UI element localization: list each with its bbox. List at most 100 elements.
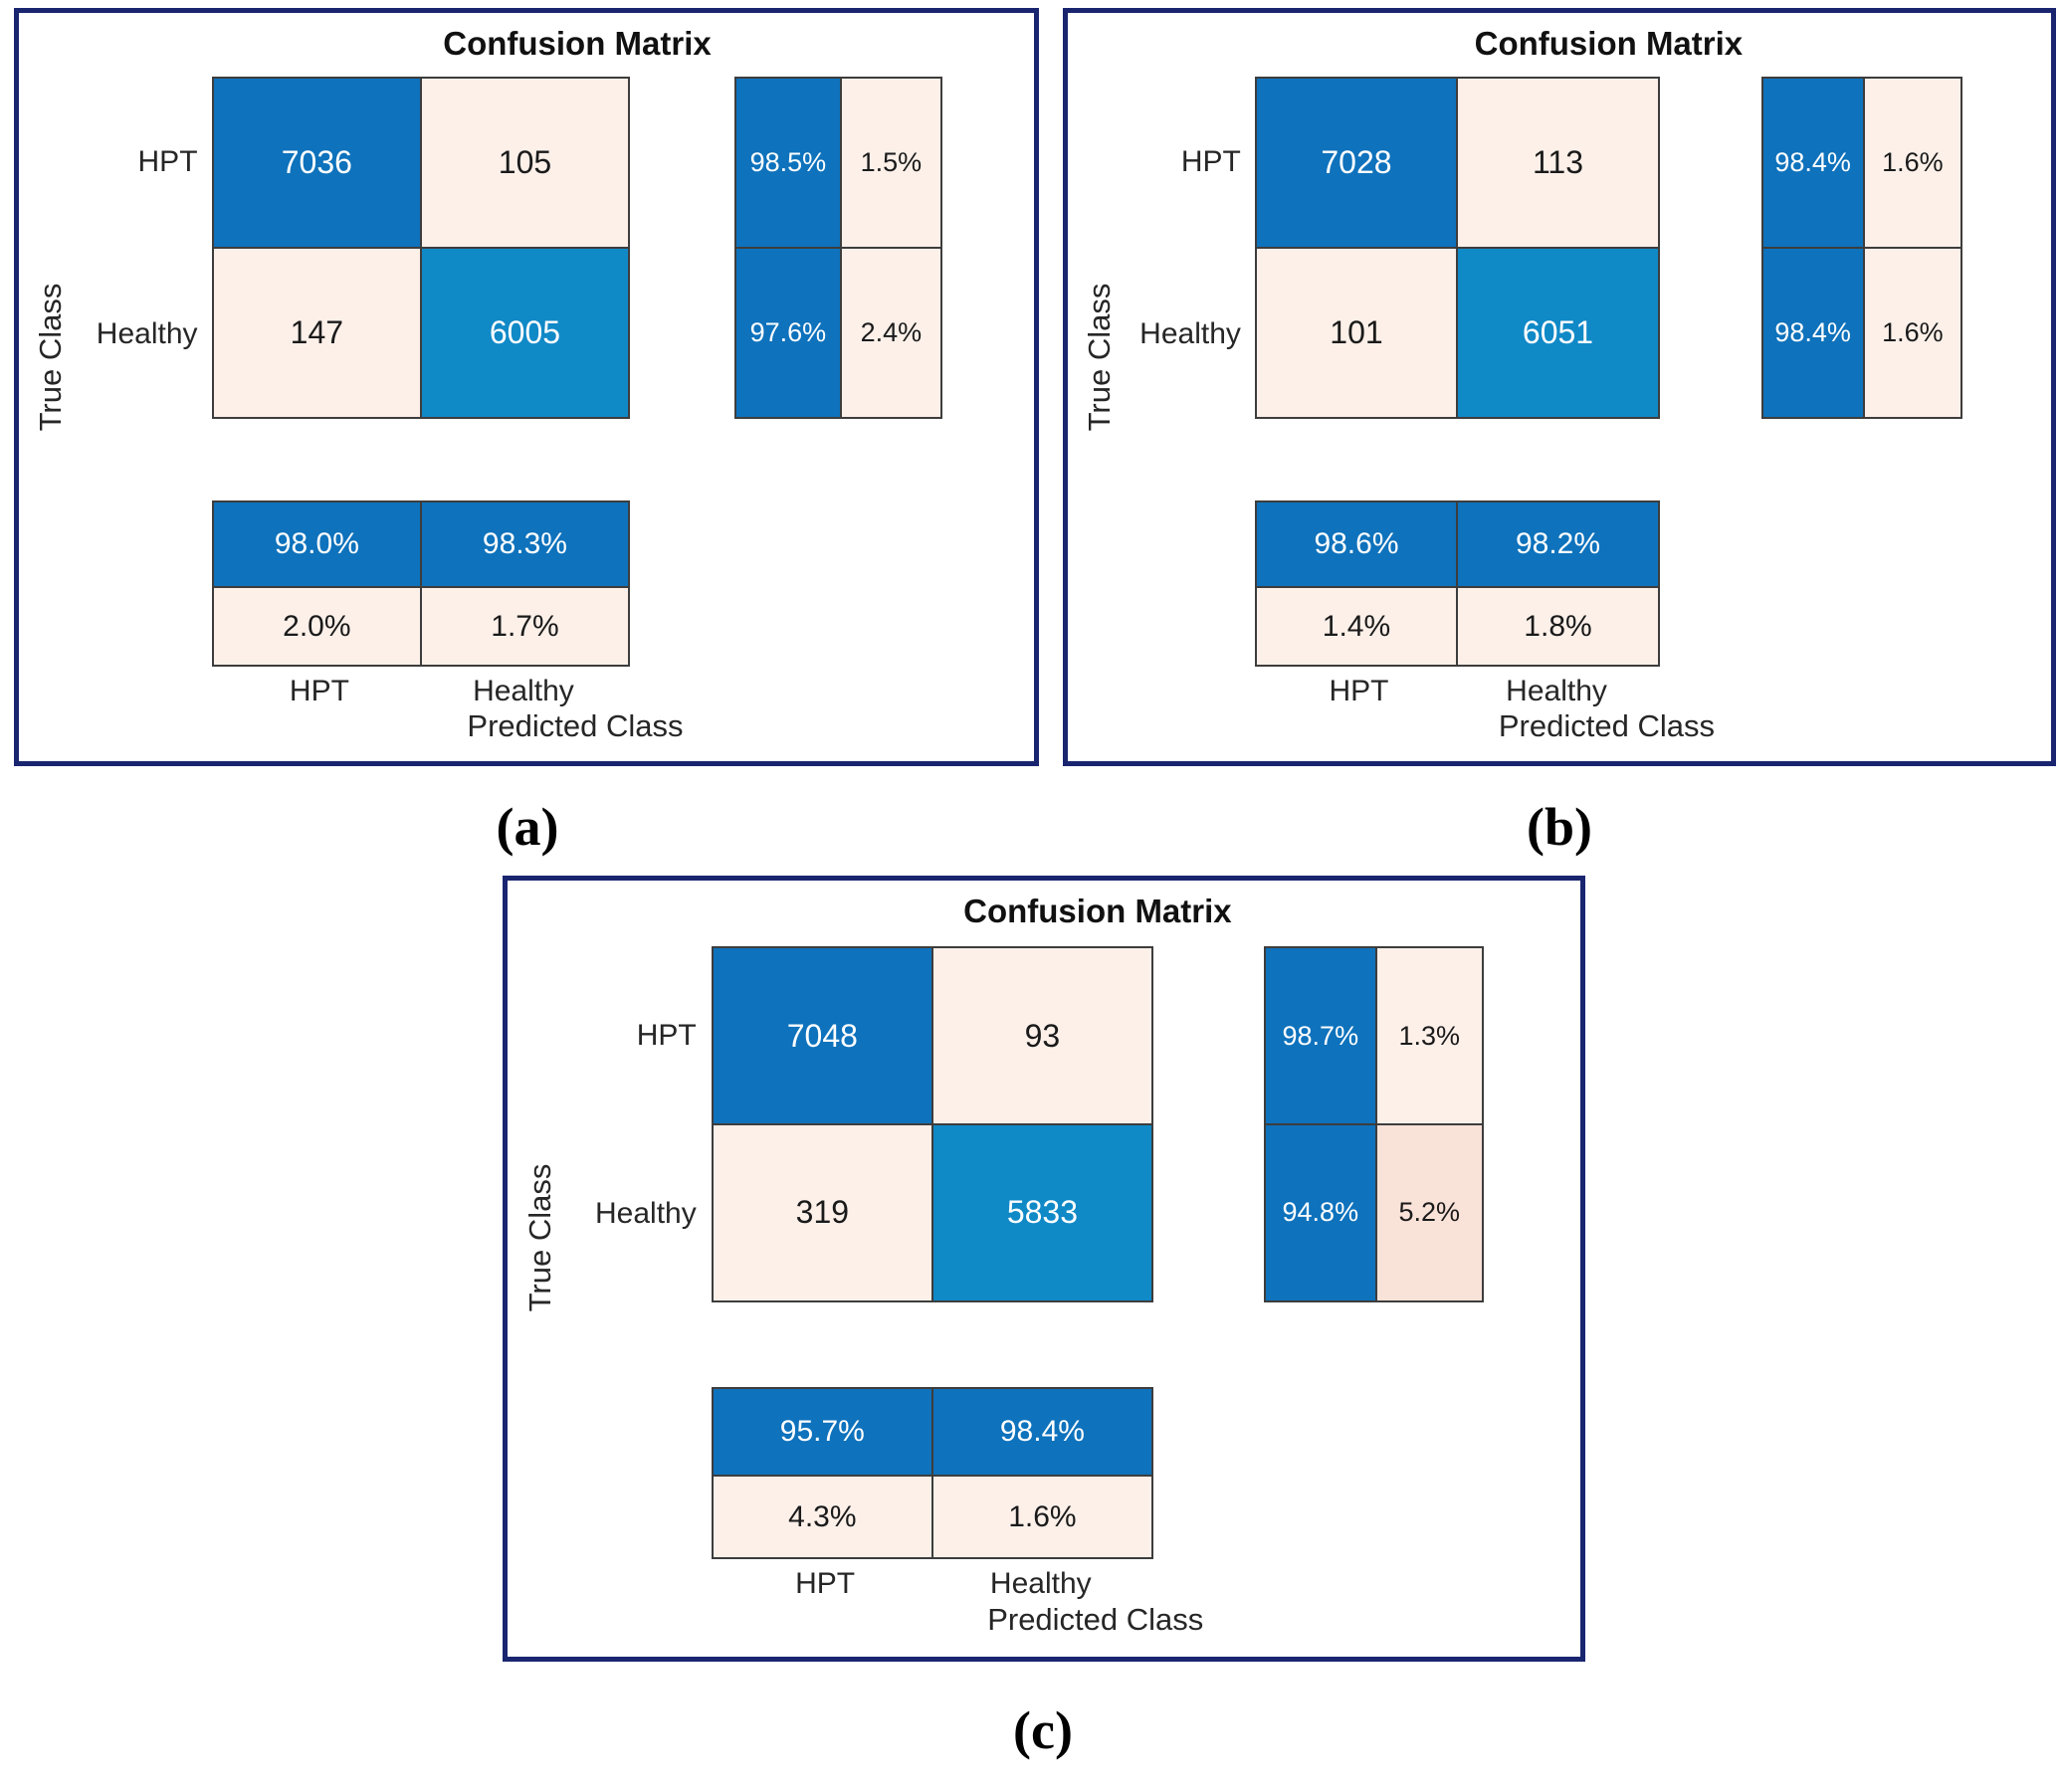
col-summary-fdr-healthy: 1.7% <box>421 587 629 666</box>
confusion-matrix-panel-a: Confusion Matrix True Class HPT Healthy … <box>14 8 1039 766</box>
x-axis-label: Predicted Class <box>1498 707 1715 743</box>
chart-title: Confusion Matrix <box>1474 25 1744 63</box>
col-label-healthy: Healthy <box>1506 674 1607 707</box>
cell-value: 1.8% <box>1524 609 1592 643</box>
cell-value: 94.8% <box>1282 1197 1359 1228</box>
row-summary-matrix: 98.5% 1.5% 97.6% 2.4% <box>734 76 943 420</box>
cell-value: 1.5% <box>860 147 923 177</box>
cell-value: 7048 <box>786 1017 858 1054</box>
row-summary-fnr-hpt: 1.5% <box>841 78 941 248</box>
confusion-matrix-panel-b: Confusion Matrix True Class HPT Healthy … <box>1063 8 2056 766</box>
cell-true-hpt-pred-hpt: 7036 <box>213 78 420 248</box>
row-label-hpt: HPT <box>137 145 198 179</box>
count-matrix: 7028 113 101 6051 <box>1254 76 1660 420</box>
col-label-hpt: HPT <box>795 1566 856 1600</box>
cell-true-healthy-pred-hpt: 319 <box>713 1124 931 1300</box>
subfigure-caption-b: (b) <box>1527 797 1592 857</box>
col-summary-ppv-healthy: 98.3% <box>421 502 629 586</box>
row-summary-tpr-healthy: 98.4% <box>1762 249 1863 418</box>
column-summary-matrix: 98.0% 98.3% 2.0% 1.7% <box>211 500 631 668</box>
col-label-healthy: Healthy <box>473 674 574 707</box>
count-matrix: 7048 93 319 5833 <box>711 946 1153 1302</box>
cell-value: 93 <box>1024 1017 1061 1054</box>
cell-value: 105 <box>498 144 552 180</box>
row-summary-tpr-healthy: 94.8% <box>1265 1124 1375 1300</box>
cell-value: 1.6% <box>1008 1499 1077 1533</box>
cell-value: 7028 <box>1321 144 1392 180</box>
chart-title: Confusion Matrix <box>443 25 712 63</box>
cell-value: 97.6% <box>749 317 827 348</box>
y-axis-label: True Class <box>522 1163 558 1312</box>
cell-true-healthy-pred-hpt: 101 <box>1256 249 1457 418</box>
cell-value: 98.4% <box>1774 147 1851 177</box>
row-summary-tpr-healthy: 97.6% <box>736 249 840 418</box>
col-summary-fdr-healthy: 1.6% <box>932 1477 1151 1557</box>
row-summary-matrix: 98.7% 1.3% 94.8% 5.2% <box>1263 946 1484 1302</box>
cell-true-hpt-pred-hpt: 7028 <box>1256 78 1457 248</box>
cell-true-healthy-pred-healthy: 6005 <box>421 249 629 418</box>
row-label-healthy: Healthy <box>595 1196 697 1230</box>
y-axis-label: True Class <box>33 283 69 432</box>
cell-value: 1.3% <box>1398 1020 1461 1051</box>
count-matrix: 7036 105 147 6005 <box>211 76 631 420</box>
col-summary-fdr-healthy: 1.8% <box>1458 587 1658 666</box>
col-label-hpt: HPT <box>1329 674 1389 707</box>
row-summary-tpr-hpt: 98.5% <box>736 78 840 248</box>
confusion-matrix-panel-c: Confusion Matrix True Class HPT Healthy … <box>503 876 1585 1662</box>
col-summary-ppv-healthy: 98.2% <box>1458 502 1658 586</box>
row-summary-fnr-healthy: 1.6% <box>1864 249 1961 418</box>
cell-value: 7036 <box>281 144 352 180</box>
row-summary-matrix: 98.4% 1.6% 98.4% 1.6% <box>1760 76 1963 420</box>
cell-value: 1.6% <box>1882 147 1944 177</box>
cell-value: 5.2% <box>1398 1197 1461 1228</box>
cell-value: 1.6% <box>1882 317 1944 348</box>
chart-title: Confusion Matrix <box>963 893 1232 930</box>
row-summary-fnr-healthy: 5.2% <box>1376 1124 1482 1300</box>
col-summary-fdr-hpt: 4.3% <box>713 1477 931 1557</box>
cell-value: 98.4% <box>999 1415 1085 1448</box>
cell-true-hpt-pred-healthy: 113 <box>1458 78 1658 248</box>
col-summary-ppv-hpt: 95.7% <box>713 1388 931 1476</box>
column-summary-matrix: 98.6% 98.2% 1.4% 1.8% <box>1254 500 1660 668</box>
row-summary-fnr-hpt: 1.3% <box>1376 948 1482 1123</box>
cell-value: 6051 <box>1522 314 1594 351</box>
cell-true-healthy-pred-healthy: 6051 <box>1458 249 1658 418</box>
cell-true-hpt-pred-healthy: 93 <box>932 948 1151 1123</box>
subfigure-caption-c: (c) <box>1013 1700 1073 1760</box>
col-summary-fdr-hpt: 2.0% <box>213 587 420 666</box>
x-axis-label: Predicted Class <box>987 1601 1204 1637</box>
col-summary-ppv-hpt: 98.6% <box>1256 502 1457 586</box>
cell-true-hpt-pred-healthy: 105 <box>421 78 629 248</box>
row-summary-fnr-hpt: 1.6% <box>1864 78 1961 248</box>
row-label-healthy: Healthy <box>1139 316 1241 350</box>
cell-value: 1.4% <box>1322 609 1391 643</box>
cell-value: 1.7% <box>491 609 559 643</box>
cell-value: 98.7% <box>1282 1020 1359 1051</box>
cell-value: 319 <box>795 1194 850 1231</box>
row-summary-tpr-hpt: 98.4% <box>1762 78 1863 248</box>
cell-value: 113 <box>1532 144 1583 180</box>
row-label-hpt: HPT <box>1180 145 1241 179</box>
cell-true-healthy-pred-hpt: 147 <box>213 249 420 418</box>
cell-value: 101 <box>1330 314 1383 351</box>
column-summary-matrix: 95.7% 98.4% 4.3% 1.6% <box>711 1386 1153 1559</box>
cell-value: 98.3% <box>482 527 567 561</box>
cell-value: 98.4% <box>1774 317 1851 348</box>
cell-value: 6005 <box>489 314 561 351</box>
col-summary-ppv-hpt: 98.0% <box>213 502 420 586</box>
row-label-healthy: Healthy <box>96 316 198 350</box>
row-summary-fnr-healthy: 2.4% <box>841 249 941 418</box>
cell-value: 95.7% <box>779 1415 865 1448</box>
row-label-hpt: HPT <box>636 1019 697 1052</box>
row-summary-tpr-hpt: 98.7% <box>1265 948 1375 1123</box>
cell-value: 98.2% <box>1515 527 1601 561</box>
cell-true-hpt-pred-hpt: 7048 <box>713 948 931 1123</box>
col-label-hpt: HPT <box>289 674 349 707</box>
subfigure-caption-a: (a) <box>496 797 559 857</box>
cell-value: 98.5% <box>749 147 827 177</box>
cell-value: 2.4% <box>860 317 923 348</box>
cell-value: 98.6% <box>1314 527 1399 561</box>
cell-true-healthy-pred-healthy: 5833 <box>932 1124 1151 1300</box>
y-axis-label: True Class <box>1081 283 1117 432</box>
